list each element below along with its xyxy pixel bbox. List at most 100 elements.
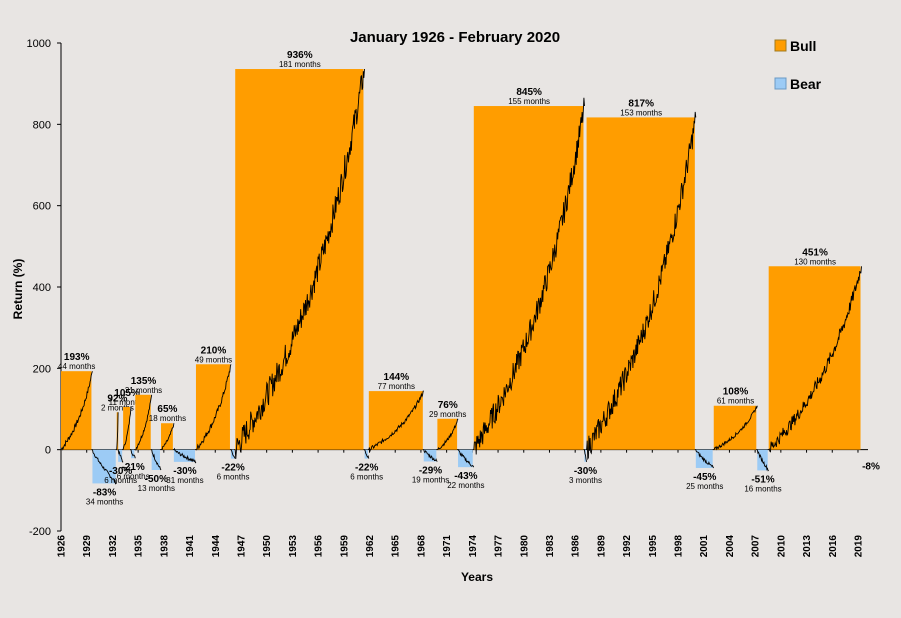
return-line	[234, 68, 365, 459]
bear-bar	[151, 449, 160, 470]
bull-bar	[713, 405, 757, 450]
bear-months-label: 25 months	[686, 482, 723, 491]
bull-bar	[161, 423, 173, 450]
legend-bull-label: Bull	[790, 38, 816, 54]
bear-months-label: 19 months	[412, 475, 449, 484]
x-tick-label: 1971	[442, 535, 453, 558]
y-tick-label: 800	[33, 119, 51, 131]
x-tick-label: 2010	[776, 535, 787, 558]
x-tick-label: 1986	[571, 535, 582, 558]
bull-percent-label: 135%	[131, 376, 157, 387]
x-tick-label: 1959	[339, 535, 350, 558]
bear-percent-label: -51%	[751, 474, 774, 485]
return-line	[437, 418, 459, 451]
return-line	[364, 449, 370, 459]
bull-percent-label: 936%	[287, 50, 313, 61]
x-tick-label: 1962	[365, 535, 376, 558]
y-axis-title: Return (%)	[11, 259, 25, 320]
bear-percent-label: -21%	[121, 462, 144, 473]
bull-percent-label: 210%	[201, 345, 227, 356]
x-tick-label: 2007	[751, 535, 762, 558]
x-tick-label: 1935	[134, 535, 145, 558]
bear-bar	[131, 449, 135, 459]
plot-area: -200 0 200 400 600 800 1000 1926 1929 1932 1935 193…	[27, 38, 880, 557]
bear-months-label: 6 months	[217, 473, 250, 482]
return-line	[368, 390, 424, 453]
bull-months-label: 61 months	[717, 397, 754, 406]
y-tick-label: 0	[45, 445, 51, 457]
return-line	[457, 449, 475, 468]
bull-percent-label: 845%	[516, 87, 542, 98]
return-line	[160, 423, 175, 451]
bear-months-label: 3 months	[569, 476, 602, 485]
bull-bar	[195, 364, 230, 450]
bull-percent-label: 451%	[802, 247, 828, 258]
bear-percent-label: -30%	[173, 466, 196, 477]
x-tick-label: 1998	[674, 535, 685, 558]
return-line	[230, 449, 236, 459]
return-line	[583, 449, 588, 462]
bull-percent-label: 144%	[384, 372, 410, 383]
x-tick-label: 1992	[622, 535, 633, 558]
bull-bar	[437, 418, 458, 450]
bull-months-label: 31 months	[125, 386, 162, 395]
x-tick-label: 1980	[519, 535, 530, 558]
end-annotation-label: -8%	[862, 462, 880, 473]
x-tick-label: 2019	[853, 535, 864, 558]
bear-percent-label: -30%	[574, 466, 597, 477]
bull-percent-label: 76%	[438, 400, 458, 411]
legend-bull-swatch	[774, 39, 787, 52]
x-tick-label: 1974	[468, 535, 479, 558]
return-line	[130, 449, 136, 459]
bear-months-label: 6 months	[350, 473, 383, 482]
bull-months-label: 18 months	[149, 414, 186, 423]
bull-percent-label: 108%	[723, 387, 749, 398]
x-tick-label: 2001	[699, 535, 710, 558]
return-line	[135, 394, 153, 451]
bear-months-label: 22 months	[447, 481, 484, 490]
return-line	[92, 449, 117, 485]
bear-months-label: 34 months	[86, 497, 123, 506]
bear-percent-label: -83%	[93, 487, 116, 498]
bear-percent-label: -43%	[454, 471, 477, 482]
bull-months-label: 153 months	[620, 108, 662, 117]
bear-months-label: 6 months	[104, 476, 137, 485]
legend: Bull Bear	[774, 38, 822, 92]
bull-months-label: 77 months	[378, 382, 415, 391]
return-line	[151, 449, 162, 471]
bear-months-label: 31 months	[166, 476, 203, 485]
bull-bar	[235, 69, 364, 450]
x-tick-label: 1968	[416, 535, 427, 558]
bull-months-label: 29 months	[429, 410, 466, 419]
x-tick-label: 1965	[391, 535, 402, 558]
bear-months-label: 6 months	[117, 472, 150, 481]
bear-percent-label: -50%	[145, 474, 168, 485]
x-tick-label: 1929	[82, 535, 93, 558]
x-tick-label: 1953	[288, 535, 299, 558]
return-line	[695, 449, 715, 469]
bear-months-label: 16 months	[744, 484, 781, 493]
bear-percent-label: -29%	[419, 465, 442, 476]
x-axis-title: Years	[461, 570, 493, 584]
bull-bar	[768, 266, 861, 450]
bull-percent-label: 817%	[628, 98, 654, 109]
return-line	[117, 449, 124, 463]
bull-percent-label: 105%	[114, 388, 140, 399]
return-line	[195, 364, 232, 451]
bull-bar	[123, 406, 130, 450]
bear-percent-label: -22%	[221, 463, 244, 474]
return-line	[122, 406, 132, 450]
bull-bar	[586, 117, 695, 450]
x-tick-label: 1926	[57, 535, 68, 558]
bear-months-label: 13 months	[138, 484, 175, 493]
return-line	[756, 449, 769, 472]
bull-months-label: 44 months	[58, 362, 95, 371]
return-line	[173, 447, 197, 464]
y-tick-label: 400	[33, 282, 51, 294]
y-tick-label: 600	[33, 201, 51, 213]
legend-bear-swatch	[774, 77, 787, 90]
return-line	[60, 371, 93, 451]
bull-bar	[135, 394, 151, 450]
bull-months-label: 155 months	[508, 97, 550, 106]
